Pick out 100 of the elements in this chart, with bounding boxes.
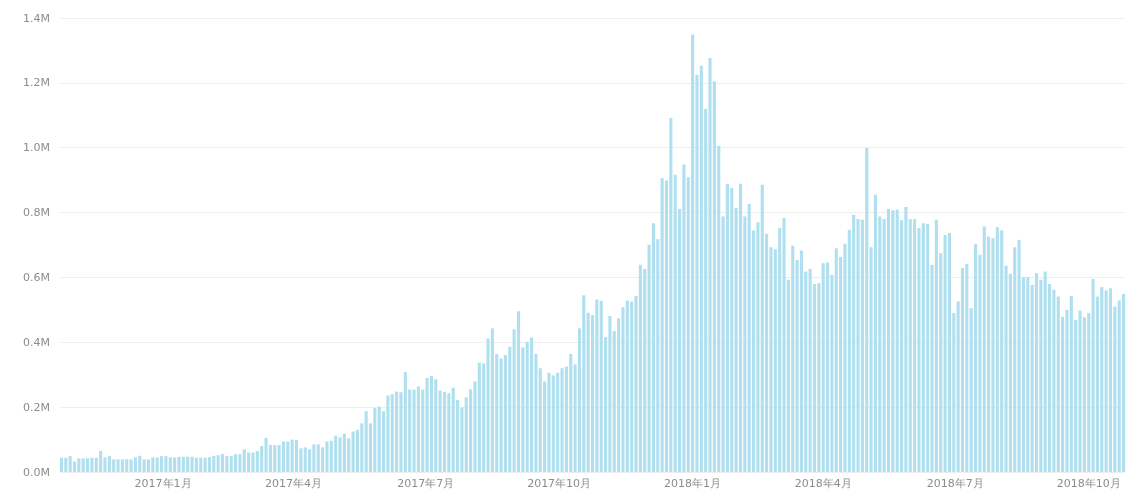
bar — [421, 389, 425, 472]
bar — [216, 455, 220, 472]
y-tick-label: 1.4M — [23, 11, 50, 25]
bar — [347, 438, 351, 472]
bar — [364, 411, 368, 472]
bar — [1069, 295, 1073, 472]
x-tick-label: 2017年1月 — [134, 477, 192, 490]
bar — [164, 456, 168, 472]
bar — [64, 457, 68, 472]
bar — [1087, 313, 1091, 472]
bar — [168, 457, 172, 472]
bar — [891, 210, 895, 472]
bar — [447, 393, 451, 472]
bar — [186, 456, 190, 472]
bar — [852, 214, 856, 472]
bar — [817, 283, 821, 472]
bar — [908, 219, 912, 472]
y-tick-label: 0.6M — [23, 270, 50, 284]
bar — [756, 222, 760, 472]
bar — [403, 372, 407, 472]
y-tick-label: 0.8M — [23, 206, 50, 220]
bar — [904, 207, 908, 472]
bar — [160, 456, 164, 472]
bar — [965, 263, 969, 472]
bar — [238, 454, 242, 472]
bar — [560, 368, 564, 472]
bar — [599, 300, 603, 472]
bar — [808, 269, 812, 472]
bar — [199, 457, 203, 472]
y-tick-label: 1.2M — [23, 76, 50, 90]
bar — [77, 458, 81, 472]
x-tick-label: 2018年4月 — [794, 477, 852, 490]
bar — [943, 234, 947, 472]
bar — [120, 459, 124, 472]
bar — [1121, 293, 1126, 472]
bar — [68, 456, 72, 472]
bar — [273, 445, 277, 472]
bar — [207, 457, 212, 472]
bar — [277, 445, 281, 472]
bar — [1017, 239, 1021, 472]
bar — [865, 148, 869, 472]
bar — [112, 459, 116, 472]
bar — [538, 368, 542, 472]
bar — [416, 386, 420, 472]
bar — [738, 183, 743, 472]
bar — [782, 218, 786, 472]
bar — [360, 423, 364, 472]
bar — [525, 341, 529, 472]
bar — [934, 219, 938, 472]
bar — [799, 250, 803, 472]
bar — [312, 444, 316, 472]
bar — [691, 34, 695, 472]
bar — [490, 328, 494, 472]
bar — [251, 452, 255, 472]
bar — [747, 203, 751, 472]
bar — [429, 376, 434, 472]
bar — [551, 375, 555, 472]
x-tick-label: 2018年10月 — [1056, 477, 1121, 490]
bar — [669, 117, 673, 472]
bar — [660, 178, 664, 472]
bar — [834, 248, 838, 472]
bar — [334, 435, 338, 472]
bar — [730, 187, 734, 472]
bar — [556, 372, 560, 472]
y-tick-label: 1.0M — [23, 141, 50, 155]
bar — [181, 456, 185, 472]
bar — [569, 353, 573, 472]
bar — [190, 456, 194, 472]
bar — [225, 456, 229, 472]
bar — [142, 459, 146, 472]
bar — [220, 454, 225, 472]
bar — [434, 379, 438, 472]
bar — [608, 316, 612, 472]
bar — [638, 264, 642, 472]
bar — [886, 209, 891, 472]
bar — [373, 408, 377, 472]
bar — [386, 395, 390, 472]
bar — [286, 441, 290, 472]
bar — [699, 65, 703, 472]
bar — [351, 431, 355, 472]
bar — [516, 311, 521, 472]
bar — [682, 164, 686, 472]
bar — [242, 449, 246, 472]
bar — [947, 233, 951, 472]
x-tick-label: 2017年7月 — [397, 477, 455, 490]
bar — [194, 457, 198, 472]
bar — [1100, 287, 1104, 472]
bar — [1034, 273, 1039, 472]
bar — [1026, 277, 1030, 472]
bar — [177, 456, 181, 472]
bar — [856, 219, 860, 472]
bar — [325, 441, 329, 472]
y-tick-label: 0.2M — [23, 400, 50, 414]
bar — [303, 447, 307, 472]
bar — [173, 457, 177, 472]
bar — [125, 459, 129, 472]
bar — [290, 439, 294, 472]
bar — [1000, 230, 1004, 472]
bar — [960, 268, 965, 472]
bar — [255, 450, 259, 472]
